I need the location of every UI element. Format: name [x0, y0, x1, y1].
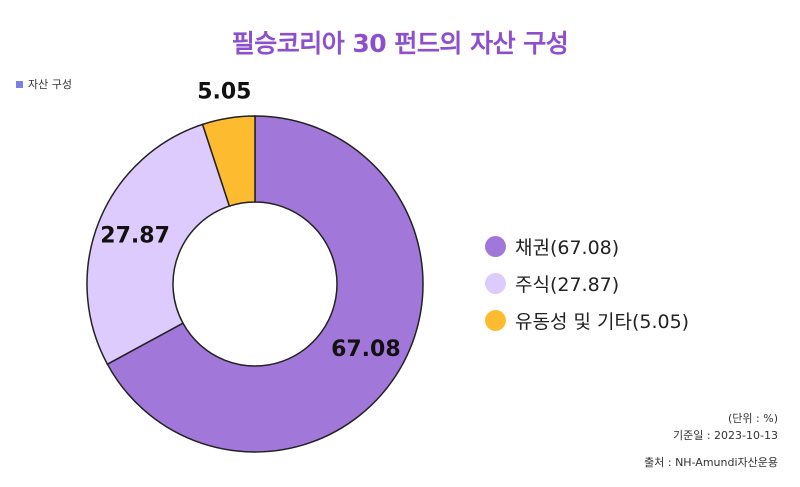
legend-label-etc: 유동성 및 기타(5.05)	[515, 311, 690, 333]
slice-bond	[106, 115, 424, 453]
legend-swatch-stock	[485, 273, 506, 294]
mini-legend: 자산 구성	[16, 76, 72, 92]
legend-item-stock: 주식(27.87)	[485, 265, 689, 302]
slice-etc	[201, 115, 256, 208]
data-label-etc: 5.05	[197, 79, 251, 104]
legend: 채권(67.08) 주식(27.87) 유동성 및 기타(5.05)	[485, 228, 689, 339]
data-label-stock: 27.87	[100, 223, 170, 248]
legend-label-stock: 주식(27.87)	[515, 274, 620, 296]
date-note: 기준일 : 2023-10-13	[673, 429, 778, 442]
legend-swatch-bond	[485, 236, 506, 257]
legend-item-bond: 채권(67.08)	[485, 228, 689, 265]
mini-legend-label: 자산 구성	[28, 78, 72, 91]
data-label-bond: 67.08	[331, 337, 401, 362]
mini-legend-swatch	[16, 80, 23, 88]
legend-swatch-etc	[485, 310, 506, 331]
unit-note: (단위 : %)	[728, 412, 778, 425]
chart-notes: (단위 : %) 기준일 : 2023-10-13 출처 : NH-Amundi…	[644, 410, 778, 471]
legend-item-etc: 유동성 및 기타(5.05)	[485, 302, 689, 339]
chart-title: 필승코리아 30 펀드의 자산 구성	[231, 29, 569, 58]
slice-stock	[86, 123, 231, 366]
source-note: 출처 : NH-Amundi자산운용	[644, 456, 778, 469]
legend-label-bond: 채권(67.08)	[515, 237, 620, 259]
